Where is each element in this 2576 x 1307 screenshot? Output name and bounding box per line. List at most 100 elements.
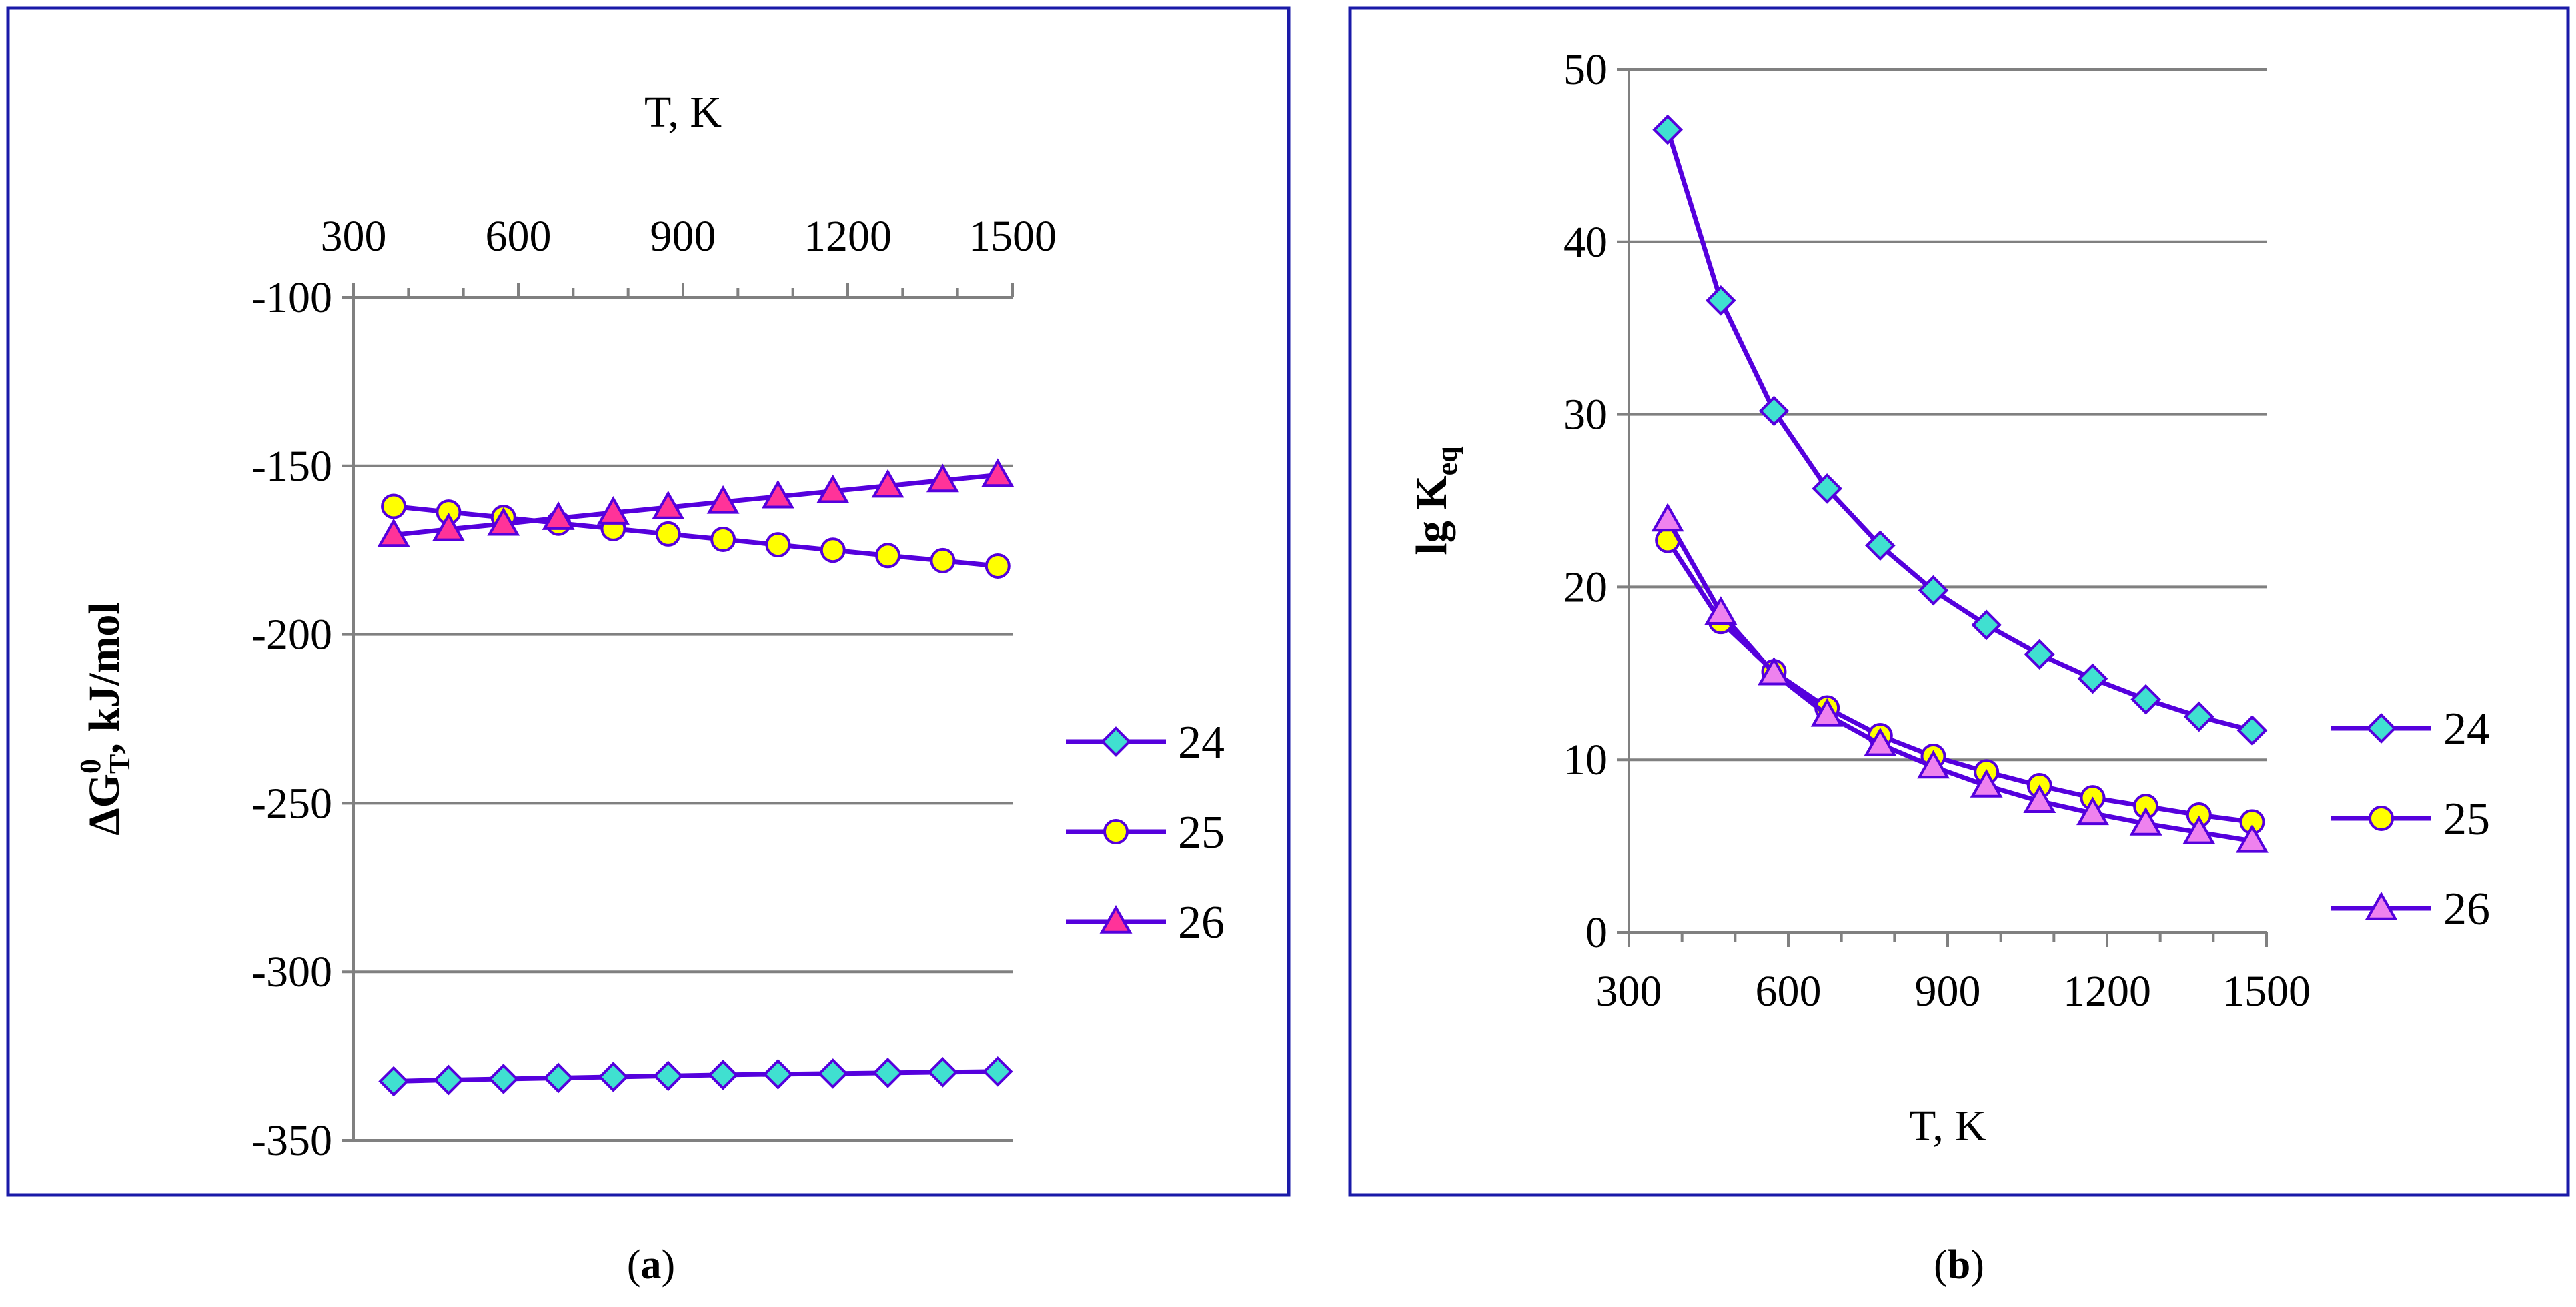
b-series-26-point-3 bbox=[1810, 698, 1844, 727]
a-series-26-point-10 bbox=[926, 463, 959, 493]
a-series-25-point-6 bbox=[710, 527, 736, 553]
a-series-24-point-0 bbox=[378, 1066, 409, 1097]
b-series-24-point-10 bbox=[2183, 701, 2214, 732]
a-y-title-rest: , kJ/mol bbox=[80, 602, 129, 754]
a-x-tick-label-4: 1500 bbox=[969, 212, 1057, 261]
b-series-26-point-6 bbox=[1970, 768, 2003, 798]
b-series-24-point-5 bbox=[1918, 575, 1949, 606]
b-series-24-point-6 bbox=[1971, 609, 2002, 641]
a-legend-label-24: 24 bbox=[1178, 717, 1225, 768]
a-series-26-point-11 bbox=[981, 458, 1015, 487]
a-x-axis-title: T, K bbox=[644, 88, 722, 137]
b-legend-label-25: 25 bbox=[2443, 794, 2490, 845]
b-series-26-point-11 bbox=[2236, 824, 2269, 853]
a-series-25-point-8 bbox=[820, 537, 846, 563]
a-series-24-point-4 bbox=[598, 1062, 629, 1092]
b-legend-marker-26 bbox=[2365, 891, 2398, 920]
a-series-24-point-8 bbox=[817, 1058, 848, 1089]
b-y-tick-label-2: 20 bbox=[1563, 563, 1607, 611]
b-y-tick-label-1: 10 bbox=[1563, 736, 1607, 784]
a-series-24-point-11 bbox=[982, 1056, 1013, 1087]
a-series-24-point-3 bbox=[543, 1062, 574, 1094]
b-series-26-point-5 bbox=[1917, 750, 1950, 779]
a-series-24-point-6 bbox=[708, 1060, 738, 1090]
b-legend-label-24: 24 bbox=[2443, 704, 2490, 755]
a-series-26-point-6 bbox=[706, 485, 740, 514]
b-x-tick-label-3: 1200 bbox=[2063, 967, 2151, 1016]
a-x-tick-label-0: 300 bbox=[321, 212, 387, 261]
b-series-26-point-4 bbox=[1864, 727, 1897, 756]
a-legend-marker-24 bbox=[1101, 726, 1131, 757]
a-series-25-point-0 bbox=[381, 493, 407, 519]
a-x-tick-label-2: 900 bbox=[650, 212, 716, 261]
b-series-26-point-1 bbox=[1704, 596, 1738, 625]
a-series-26-point-8 bbox=[816, 474, 850, 503]
a-series-26-point-5 bbox=[652, 490, 685, 519]
b-legend-marker-24 bbox=[2366, 713, 2397, 744]
a-series-26-point-3 bbox=[542, 501, 575, 530]
b-series-26-point-2 bbox=[1758, 656, 1790, 686]
a-series-25-point-9 bbox=[875, 543, 901, 569]
a-series-26-point-2 bbox=[487, 507, 520, 536]
panel-a-caption: (a) bbox=[626, 1242, 676, 1288]
a-y-title-main: ΔG bbox=[80, 774, 129, 836]
a-series-26-point-7 bbox=[761, 479, 794, 509]
b-y-tick-label-5: 50 bbox=[1563, 45, 1607, 94]
b-x-tick-label-2: 900 bbox=[1915, 967, 1981, 1016]
a-series-25-point-10 bbox=[930, 547, 956, 573]
panel-b-chart: 0 10 20 30 40 50 300 600 900 1200 1500 T, K 24 25 26 lg… bbox=[1407, 45, 2490, 1150]
b-y-tick-label-3: 30 bbox=[1563, 391, 1607, 439]
panel-a-frame bbox=[6, 6, 1291, 1197]
b-series-24-point-9 bbox=[2130, 684, 2161, 715]
b-y-axis-title: lg Keq bbox=[1407, 446, 1463, 555]
a-x-tick-label-1: 600 bbox=[486, 212, 552, 261]
a-y-tick-label-5: -350 bbox=[251, 1116, 332, 1165]
a-x-tick-label-3: 1200 bbox=[804, 212, 892, 261]
b-y-title-main: lg K bbox=[1407, 475, 1456, 555]
a-legend-marker-26 bbox=[1099, 904, 1133, 934]
a-series-26-point-9 bbox=[871, 469, 904, 498]
a-series-24-point-5 bbox=[652, 1060, 684, 1092]
panel-b-frame bbox=[1348, 6, 2570, 1197]
a-y-tick-label-1: -150 bbox=[251, 442, 332, 491]
b-x-tick-label-0: 300 bbox=[1596, 967, 1662, 1016]
b-series-24-point-1 bbox=[1705, 285, 1736, 316]
a-series-24-point-7 bbox=[762, 1059, 794, 1090]
b-x-tick-label-1: 600 bbox=[1756, 967, 1822, 1016]
a-legend-label-26: 26 bbox=[1178, 897, 1225, 948]
a-series-24-point-1 bbox=[433, 1064, 464, 1096]
b-series-26-point-0 bbox=[1651, 503, 1684, 532]
b-series-26-point-9 bbox=[2129, 806, 2162, 836]
a-y-tick-label-2: -200 bbox=[251, 611, 332, 660]
b-legend-label-26: 26 bbox=[2443, 884, 2490, 935]
a-y-axis-title: ΔG0T, kJ/mol bbox=[74, 602, 136, 835]
b-x-tick-label-4: 1500 bbox=[2222, 967, 2311, 1016]
b-series-24-point-0 bbox=[1652, 114, 1683, 145]
b-y-tick-label-0: 0 bbox=[1585, 908, 1607, 957]
a-y-tick-label-3: -250 bbox=[251, 779, 332, 828]
a-y-title-sub: T bbox=[103, 754, 136, 774]
a-series-25-point-5 bbox=[655, 521, 681, 547]
a-series-25-point-11 bbox=[985, 553, 1011, 579]
a-legend-label-25: 25 bbox=[1178, 807, 1225, 858]
a-legend-marker-25 bbox=[1103, 819, 1129, 844]
a-series-25-point-7 bbox=[765, 532, 791, 558]
b-series-24-point-11 bbox=[2236, 715, 2268, 746]
b-series-26-point-8 bbox=[2076, 796, 2109, 826]
a-series-26-point-4 bbox=[596, 496, 630, 525]
a-series-24-point-9 bbox=[872, 1058, 903, 1088]
panel-a-chart: -100 -150 -200 -250 -300 -350 300 600 900 1200 150… bbox=[74, 88, 1225, 1165]
a-y-tick-label-4: -300 bbox=[251, 948, 332, 996]
b-series-24-point-4 bbox=[1864, 530, 1896, 561]
b-series-26-point-10 bbox=[2182, 815, 2216, 844]
a-y-title-sup: 0 bbox=[74, 759, 107, 774]
b-series-24-point-8 bbox=[2077, 663, 2108, 694]
panel-b-caption: (b) bbox=[1934, 1242, 1984, 1288]
a-series-24-point-2 bbox=[488, 1064, 519, 1094]
b-y-title-sub: eq bbox=[1431, 446, 1463, 476]
a-series-26-point-0 bbox=[377, 518, 410, 547]
a-y-tick-label-0: -100 bbox=[251, 273, 332, 322]
b-y-tick-label-4: 40 bbox=[1563, 218, 1607, 267]
a-series-26-point-1 bbox=[432, 512, 465, 541]
